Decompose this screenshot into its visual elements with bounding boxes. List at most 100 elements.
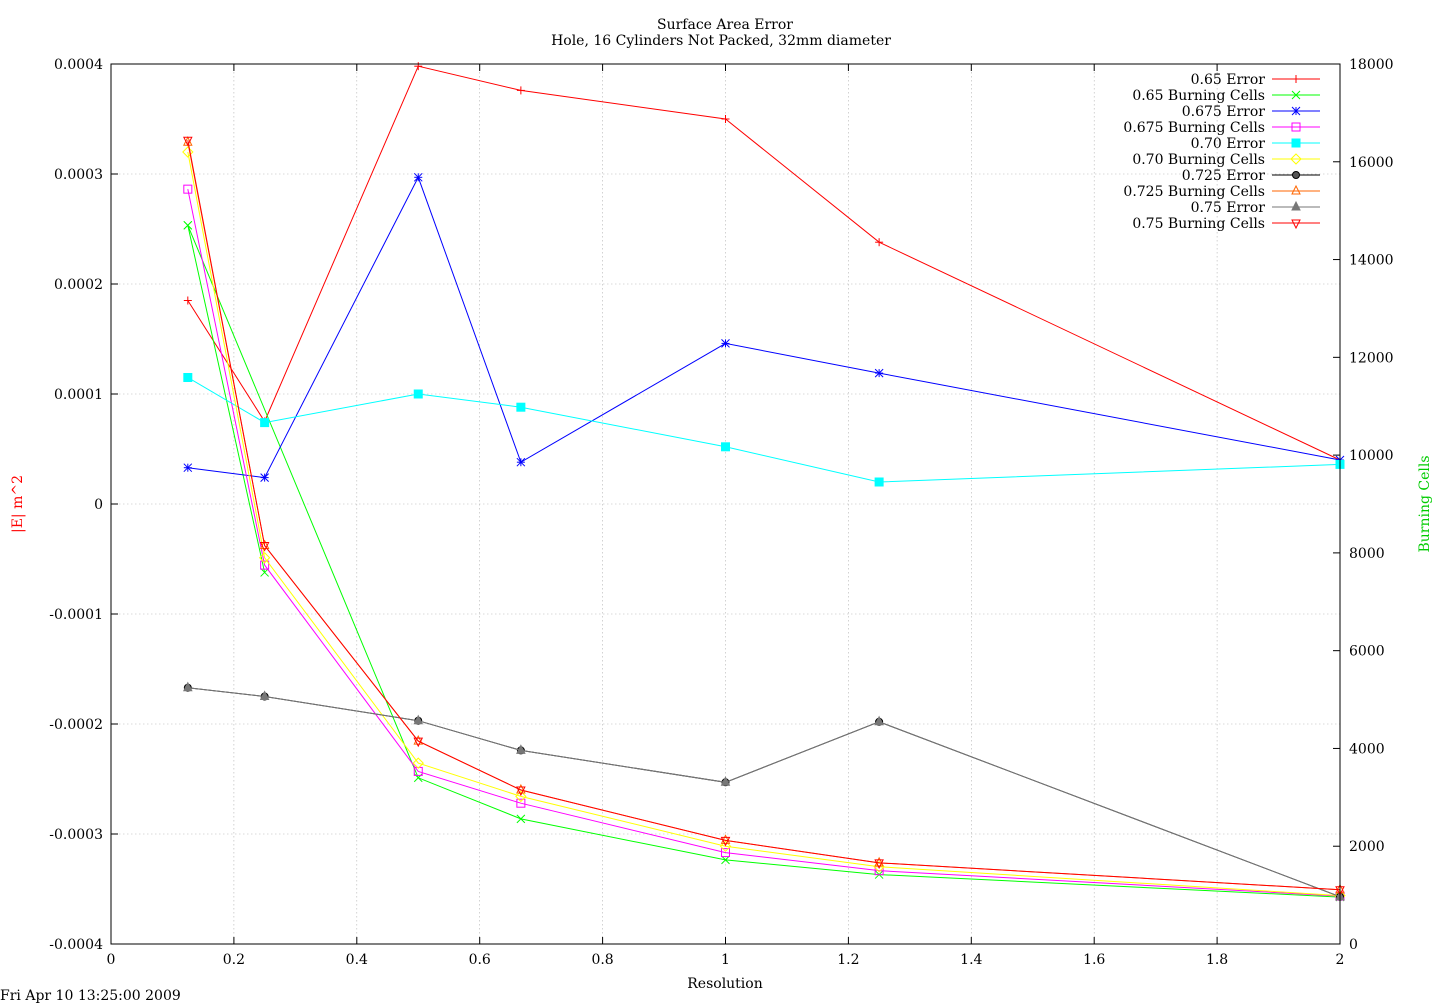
legend-item: 0.75 Burning Cells [1132, 216, 1320, 232]
data-point [875, 238, 884, 247]
legend-item: 0.65 Burning Cells [1132, 88, 1320, 104]
x-tick-label: 0.4 [346, 952, 368, 968]
x-tick-label: 1 [721, 952, 730, 968]
legend-item: 0.75 Error [1191, 200, 1320, 216]
data-point [414, 62, 423, 71]
x-tick-label: 0.6 [469, 952, 491, 968]
y-tick-label: -0.0002 [49, 717, 103, 733]
data-point [258, 552, 271, 564]
data-point [720, 776, 731, 786]
data-point [516, 402, 526, 412]
gridlines [111, 64, 1340, 944]
series-line [187, 142, 1341, 891]
series-line [187, 687, 1341, 898]
ticks: 0 0.2 0.4 0.6 0.8 1 1.2 1.4 1.6 1.8 2 -0.0004 -0.000… [49, 57, 1393, 968]
x-tick-label: 0.8 [591, 952, 613, 968]
legend-item: 0.70 Error [1191, 136, 1320, 152]
data-point [516, 798, 526, 808]
series-10 [183, 136, 1345, 896]
legend-label: 0.75 Error [1191, 200, 1266, 216]
data-point [260, 560, 270, 570]
chart-title: Surface Area Error [657, 17, 793, 33]
y2-axis-label: Burning Cells [1417, 455, 1433, 552]
y-tick-label: 0.0002 [54, 277, 103, 293]
data-point [183, 681, 193, 692]
data-point [721, 848, 730, 858]
legend-marker [1291, 138, 1301, 148]
data-point [412, 757, 424, 769]
y-tick-label: -0.0003 [49, 827, 103, 843]
y-tick-label: -0.0001 [49, 607, 103, 623]
data-point [260, 473, 269, 482]
x-tick-label: 1.8 [1206, 952, 1228, 968]
legend-marker [1291, 200, 1301, 211]
data-point [719, 840, 732, 852]
legend-marker [1291, 90, 1301, 100]
legend-item: 0.675 Error [1182, 104, 1320, 120]
data-point [874, 368, 884, 378]
data-point [516, 457, 526, 467]
data-point [874, 477, 884, 487]
data-point [516, 86, 525, 95]
series-layer [182, 62, 1346, 902]
y-axis-label: |E| m^2 [10, 475, 26, 533]
y2-tick-label: 10000 [1349, 448, 1394, 464]
legend-marker [1291, 106, 1301, 116]
data-point [874, 715, 884, 726]
y2-tick-label: 0 [1349, 937, 1358, 953]
data-point [183, 184, 193, 194]
legend-label: 0.65 Error [1191, 72, 1266, 88]
series-2 [183, 220, 1345, 902]
data-point [259, 542, 270, 552]
timestamp: Fri Apr 10 13:25:00 2009 [0, 988, 181, 1004]
data-point [516, 744, 526, 754]
data-point [183, 220, 193, 230]
y2-tick-label: 8000 [1349, 546, 1385, 562]
data-point [413, 172, 423, 182]
x-tick-label: 0.2 [223, 952, 245, 968]
legend-marker [1291, 184, 1301, 195]
data-point [413, 389, 423, 399]
data-point [721, 115, 730, 123]
legend-marker [1292, 171, 1300, 179]
series-line [187, 377, 1341, 483]
legend-label: 0.70 Burning Cells [1132, 152, 1265, 168]
data-point [516, 786, 526, 797]
data-point [516, 814, 526, 824]
series-8 [183, 136, 1345, 894]
chart-subtitle: Hole, 16 Cylinders Not Packed, 32mm diam… [551, 33, 891, 49]
legend-label: 0.675 Error [1182, 104, 1266, 120]
legend-item: 0.675 Burning Cells [1123, 120, 1320, 136]
series-5 [183, 373, 1345, 487]
data-point [183, 296, 192, 305]
data-point [413, 714, 424, 725]
data-point [515, 790, 527, 803]
series-line [187, 140, 1341, 891]
data-point [721, 855, 730, 865]
y2-tick-label: 6000 [1349, 644, 1385, 660]
data-point [721, 442, 730, 452]
data-point [259, 539, 270, 550]
legend-label: 0.75 Burning Cells [1132, 216, 1265, 232]
legend-marker [1292, 75, 1300, 83]
y-tick-label: 0.0001 [54, 387, 103, 403]
legend-label: 0.675 Burning Cells [1123, 120, 1265, 136]
legend-item: 0.725 Error [1182, 168, 1320, 184]
data-point [183, 373, 193, 382]
data-point [413, 737, 424, 748]
legend-marker [1291, 219, 1301, 230]
y2-tick-label: 16000 [1349, 155, 1394, 171]
series-9 [183, 681, 1345, 901]
data-point [260, 568, 269, 577]
y2-tick-label: 14000 [1349, 253, 1394, 269]
data-point [720, 836, 731, 847]
legend-label: 0.70 Error [1191, 136, 1266, 152]
legend-item: 0.70 Burning Cells [1132, 152, 1320, 168]
legend-marker [1290, 153, 1302, 165]
data-point [721, 339, 730, 348]
data-point [259, 690, 270, 700]
y-tick-label: 0.0004 [54, 57, 103, 73]
legend-label: 0.65 Burning Cells [1132, 88, 1265, 104]
